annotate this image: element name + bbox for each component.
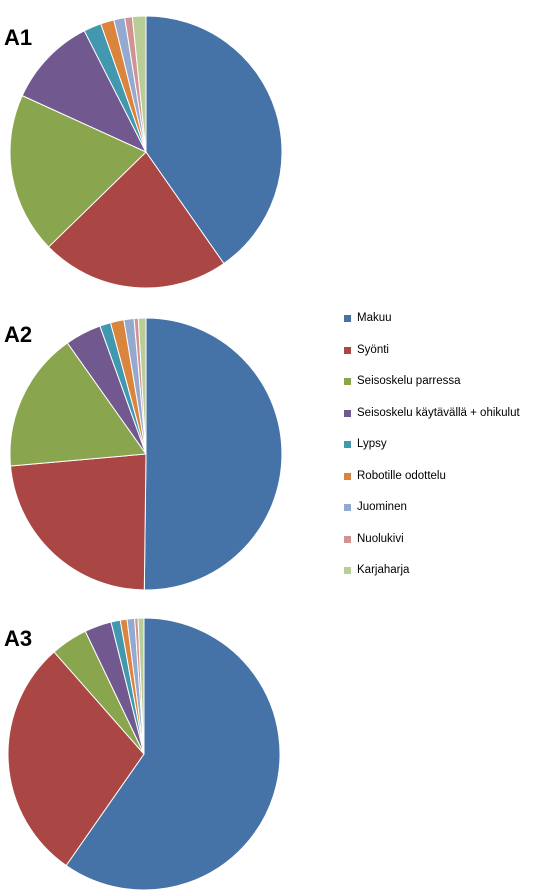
- chart-title-a1: A1: [4, 25, 33, 50]
- pie-slice-a1-seisoskelu-kaytavalla-ohikulut: [21, 30, 147, 153]
- legend-label-nuolukivi: Nuolukivi: [357, 532, 404, 545]
- pie-slice-a1-makuu: [145, 15, 283, 265]
- legend-swatch-nuolukivi: [344, 535, 351, 543]
- pie-slice-a2-seisoskelu-parressa: [9, 342, 147, 467]
- pie-slice-a2-makuu: [143, 317, 283, 591]
- pie-slice-a1-seisoskelu-parressa: [9, 95, 147, 248]
- legend-label-karjaharja: Karjaharja: [357, 564, 410, 576]
- pie-slice-a1-karjaharja: [131, 15, 147, 153]
- legend-swatch-seisoskelu-parressa: [344, 378, 351, 385]
- legend-label-lypsy: Lypsy: [357, 438, 387, 450]
- legend-item-juominen: Juominen: [344, 498, 534, 530]
- legend-label-makuu: Makuu: [357, 312, 392, 324]
- legend-item-seisoskelu-parressa: Seisoskelu parressa: [344, 372, 534, 404]
- legend-item-syonti: Syönti: [344, 341, 534, 373]
- chart-legend: Makuu Syönti Seisoskelu parressa Seisosk…: [344, 309, 534, 593]
- chart-title-a3: A3: [4, 626, 33, 651]
- legend-swatch-karjaharja: [344, 567, 351, 574]
- legend-item-makuu: Makuu: [344, 309, 534, 341]
- legend-label-juominen: Juominen: [357, 501, 407, 513]
- pie-slice-a1-syonti: [48, 151, 225, 289]
- pie-slice-a2-syonti: [10, 453, 147, 591]
- legend-label-seisoskelu-kaytavalla: Seisoskelu käytävällä + ohikulut: [357, 406, 520, 419]
- pie-chart-a2: [9, 317, 283, 591]
- legend-swatch-juominen: [344, 504, 351, 511]
- pie-chart-a3: [7, 617, 281, 891]
- legend-swatch-robotille-odottelu: [344, 472, 351, 480]
- chart-title-a2: A2: [4, 322, 33, 347]
- legend-item-karjaharja: Karjaharja: [344, 561, 534, 593]
- pie-slice-a2-karjaharja: [137, 317, 147, 455]
- legend-item-nuolukivi: Nuolukivi: [344, 530, 534, 562]
- legend-swatch-syonti: [344, 346, 351, 354]
- pie-slice-a3-makuu: [65, 617, 281, 891]
- pie-slice-a3-syonti: [7, 651, 145, 867]
- pie-chart-a1: [9, 15, 283, 289]
- legend-label-seisoskelu-parressa: Seisoskelu parressa: [357, 375, 461, 387]
- pie-slice-a3-karjaharja: [137, 617, 145, 755]
- legend-swatch-seisoskelu-kaytavalla: [344, 409, 351, 417]
- legend-item-seisoskelu-kaytavalla: Seisoskelu käytävällä + ohikulut: [344, 404, 534, 436]
- legend-item-robotille-odottelu: Robotille odottelu: [344, 467, 534, 499]
- legend-swatch-lypsy: [344, 441, 351, 448]
- legend-swatch-makuu: [344, 315, 351, 322]
- legend-label-syonti: Syönti: [357, 343, 389, 356]
- legend-label-robotille-odottelu: Robotille odottelu: [357, 469, 446, 482]
- legend-item-lypsy: Lypsy: [344, 435, 534, 467]
